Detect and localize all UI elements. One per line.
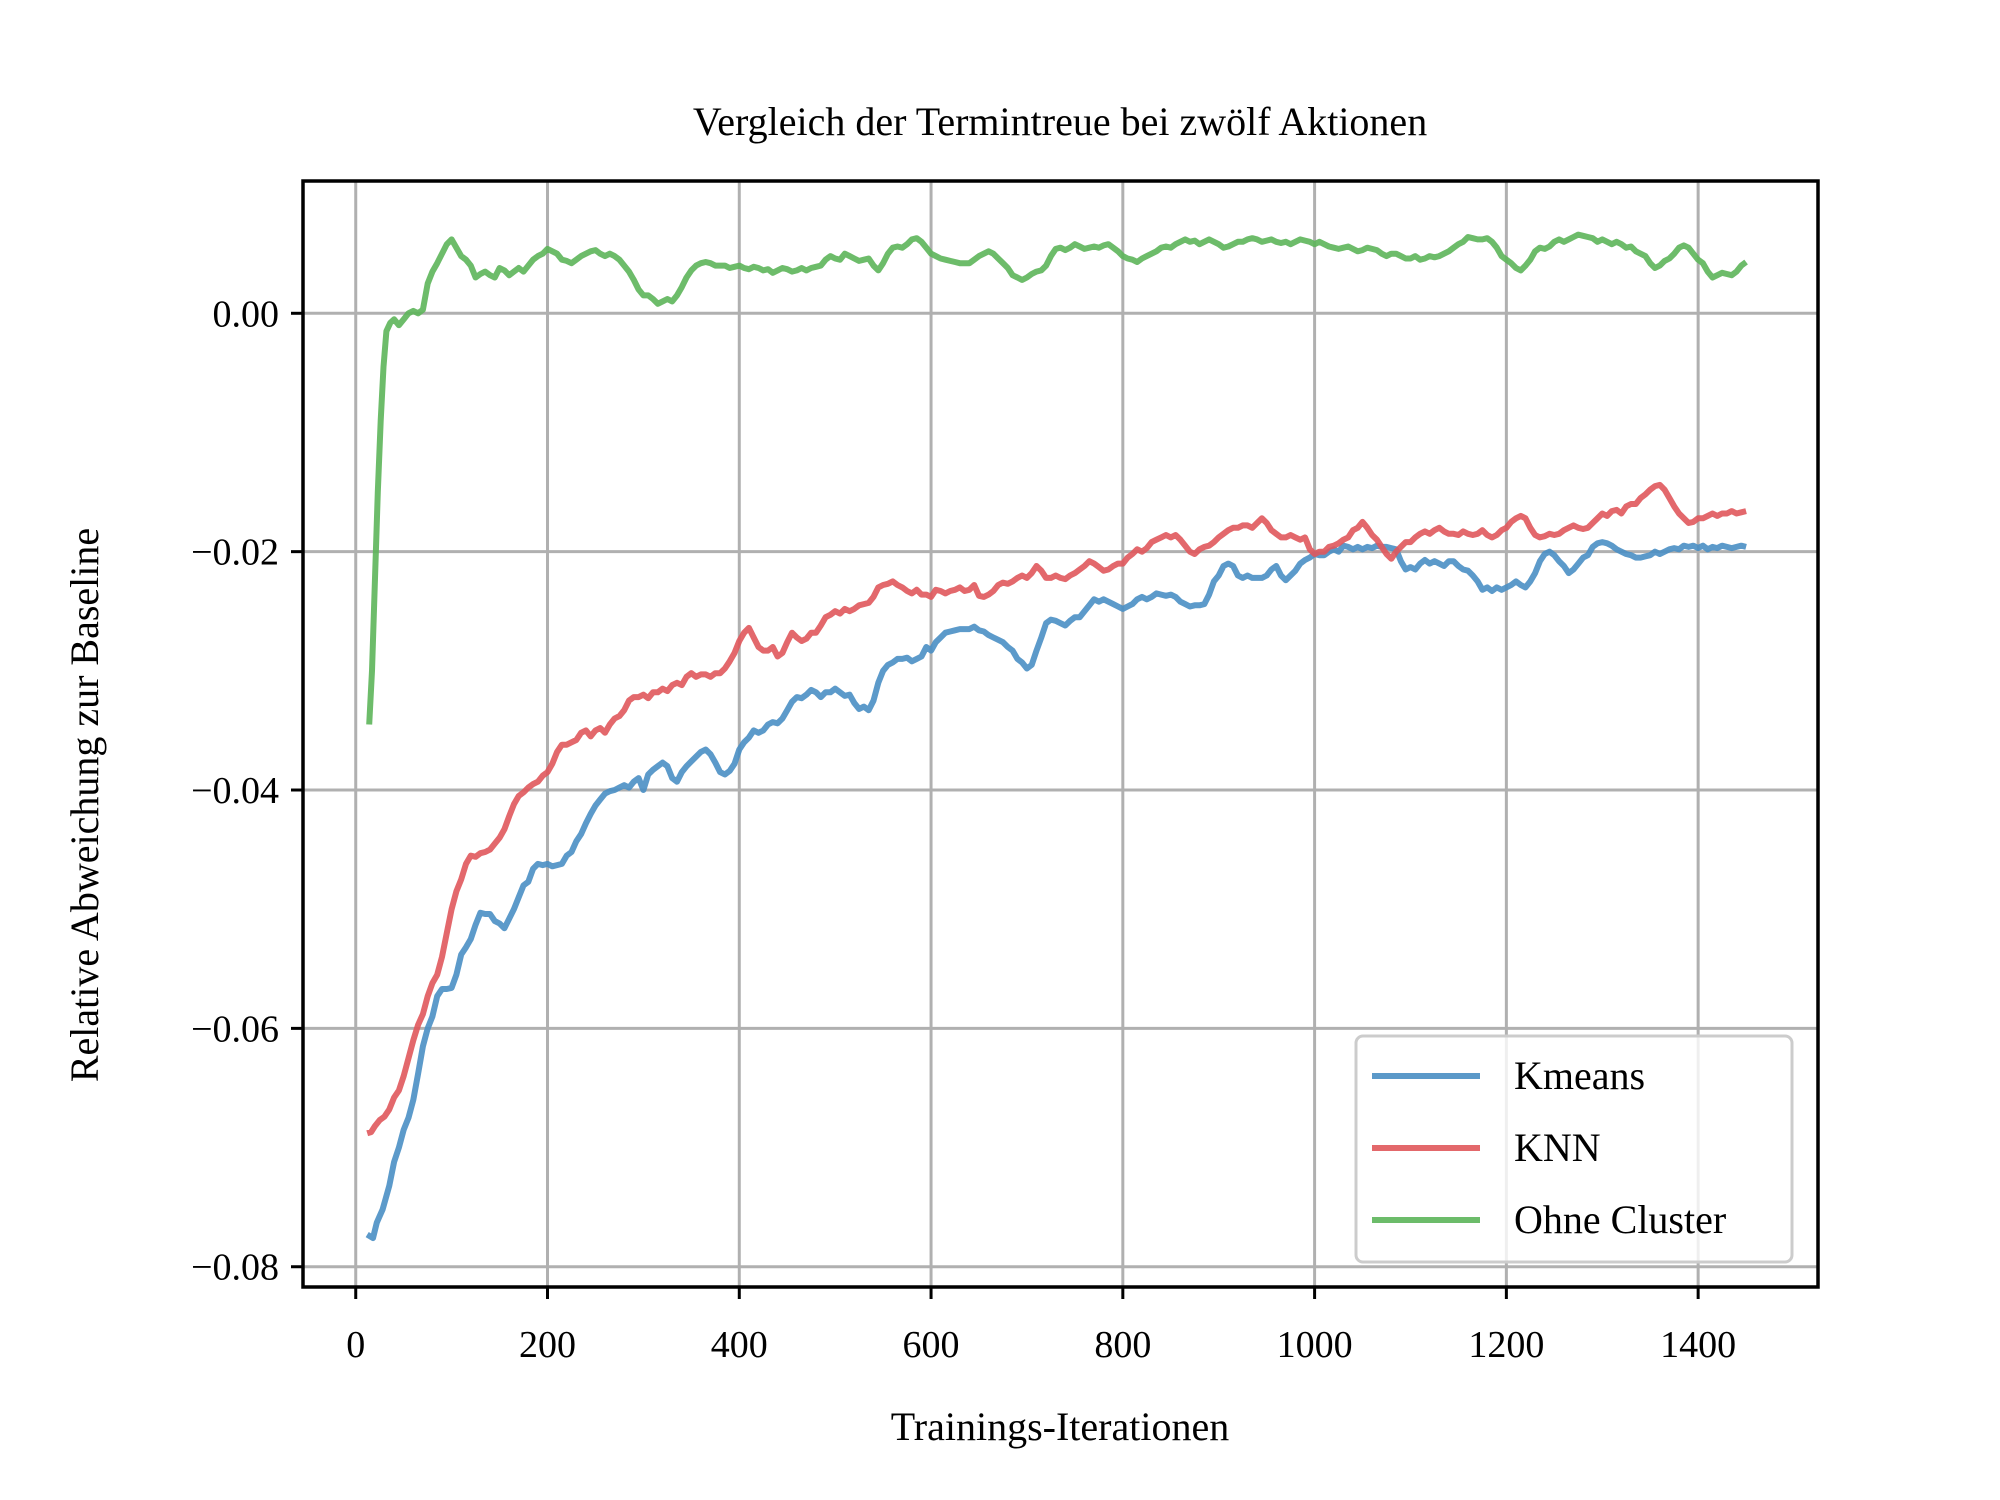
axis-ticks: 0 200 400 600 800 1000 1200 1400 0.00 −0.02 −0.04 −… xyxy=(191,293,1736,1366)
x-tick-label: 400 xyxy=(711,1324,768,1366)
y-tick-label: −0.04 xyxy=(191,770,279,812)
legend-label-ohne-cluster: Ohne Cluster xyxy=(1514,1197,1726,1242)
y-tick-label: 0.00 xyxy=(213,293,280,335)
series-line-kmeans xyxy=(365,539,1747,1242)
grid-lines xyxy=(303,181,1818,1287)
series-line-knn xyxy=(366,481,1747,1137)
x-tick-label: 0 xyxy=(346,1324,365,1366)
x-tick-label: 200 xyxy=(519,1324,576,1366)
y-tick-label: −0.08 xyxy=(191,1247,279,1289)
y-axis-label: Relative Abweichung zur Baseline xyxy=(62,528,107,1082)
x-axis-label: Trainings-Iterationen xyxy=(891,1404,1229,1449)
x-tick-label: 600 xyxy=(903,1324,960,1366)
plot-series xyxy=(365,231,1748,1242)
plot-frame xyxy=(301,179,1820,1289)
series-line-ohne-cluster xyxy=(366,231,1748,725)
y-tick-label: −0.02 xyxy=(191,532,279,574)
legend-box xyxy=(1354,1034,1794,1264)
x-tick-label: 1000 xyxy=(1277,1324,1353,1366)
legend: Kmeans KNN Ohne Cluster xyxy=(1354,1034,1794,1264)
legend-label-knn: KNN xyxy=(1514,1125,1601,1170)
chart-title: Vergleich der Termintreue bei zwölf Akti… xyxy=(693,99,1427,144)
x-tick-label: 1200 xyxy=(1468,1324,1544,1366)
y-tick-label: −0.06 xyxy=(191,1008,279,1050)
x-tick-label: 1400 xyxy=(1660,1324,1736,1366)
legend-label-kmeans: Kmeans xyxy=(1514,1053,1645,1098)
x-tick-label: 800 xyxy=(1094,1324,1151,1366)
